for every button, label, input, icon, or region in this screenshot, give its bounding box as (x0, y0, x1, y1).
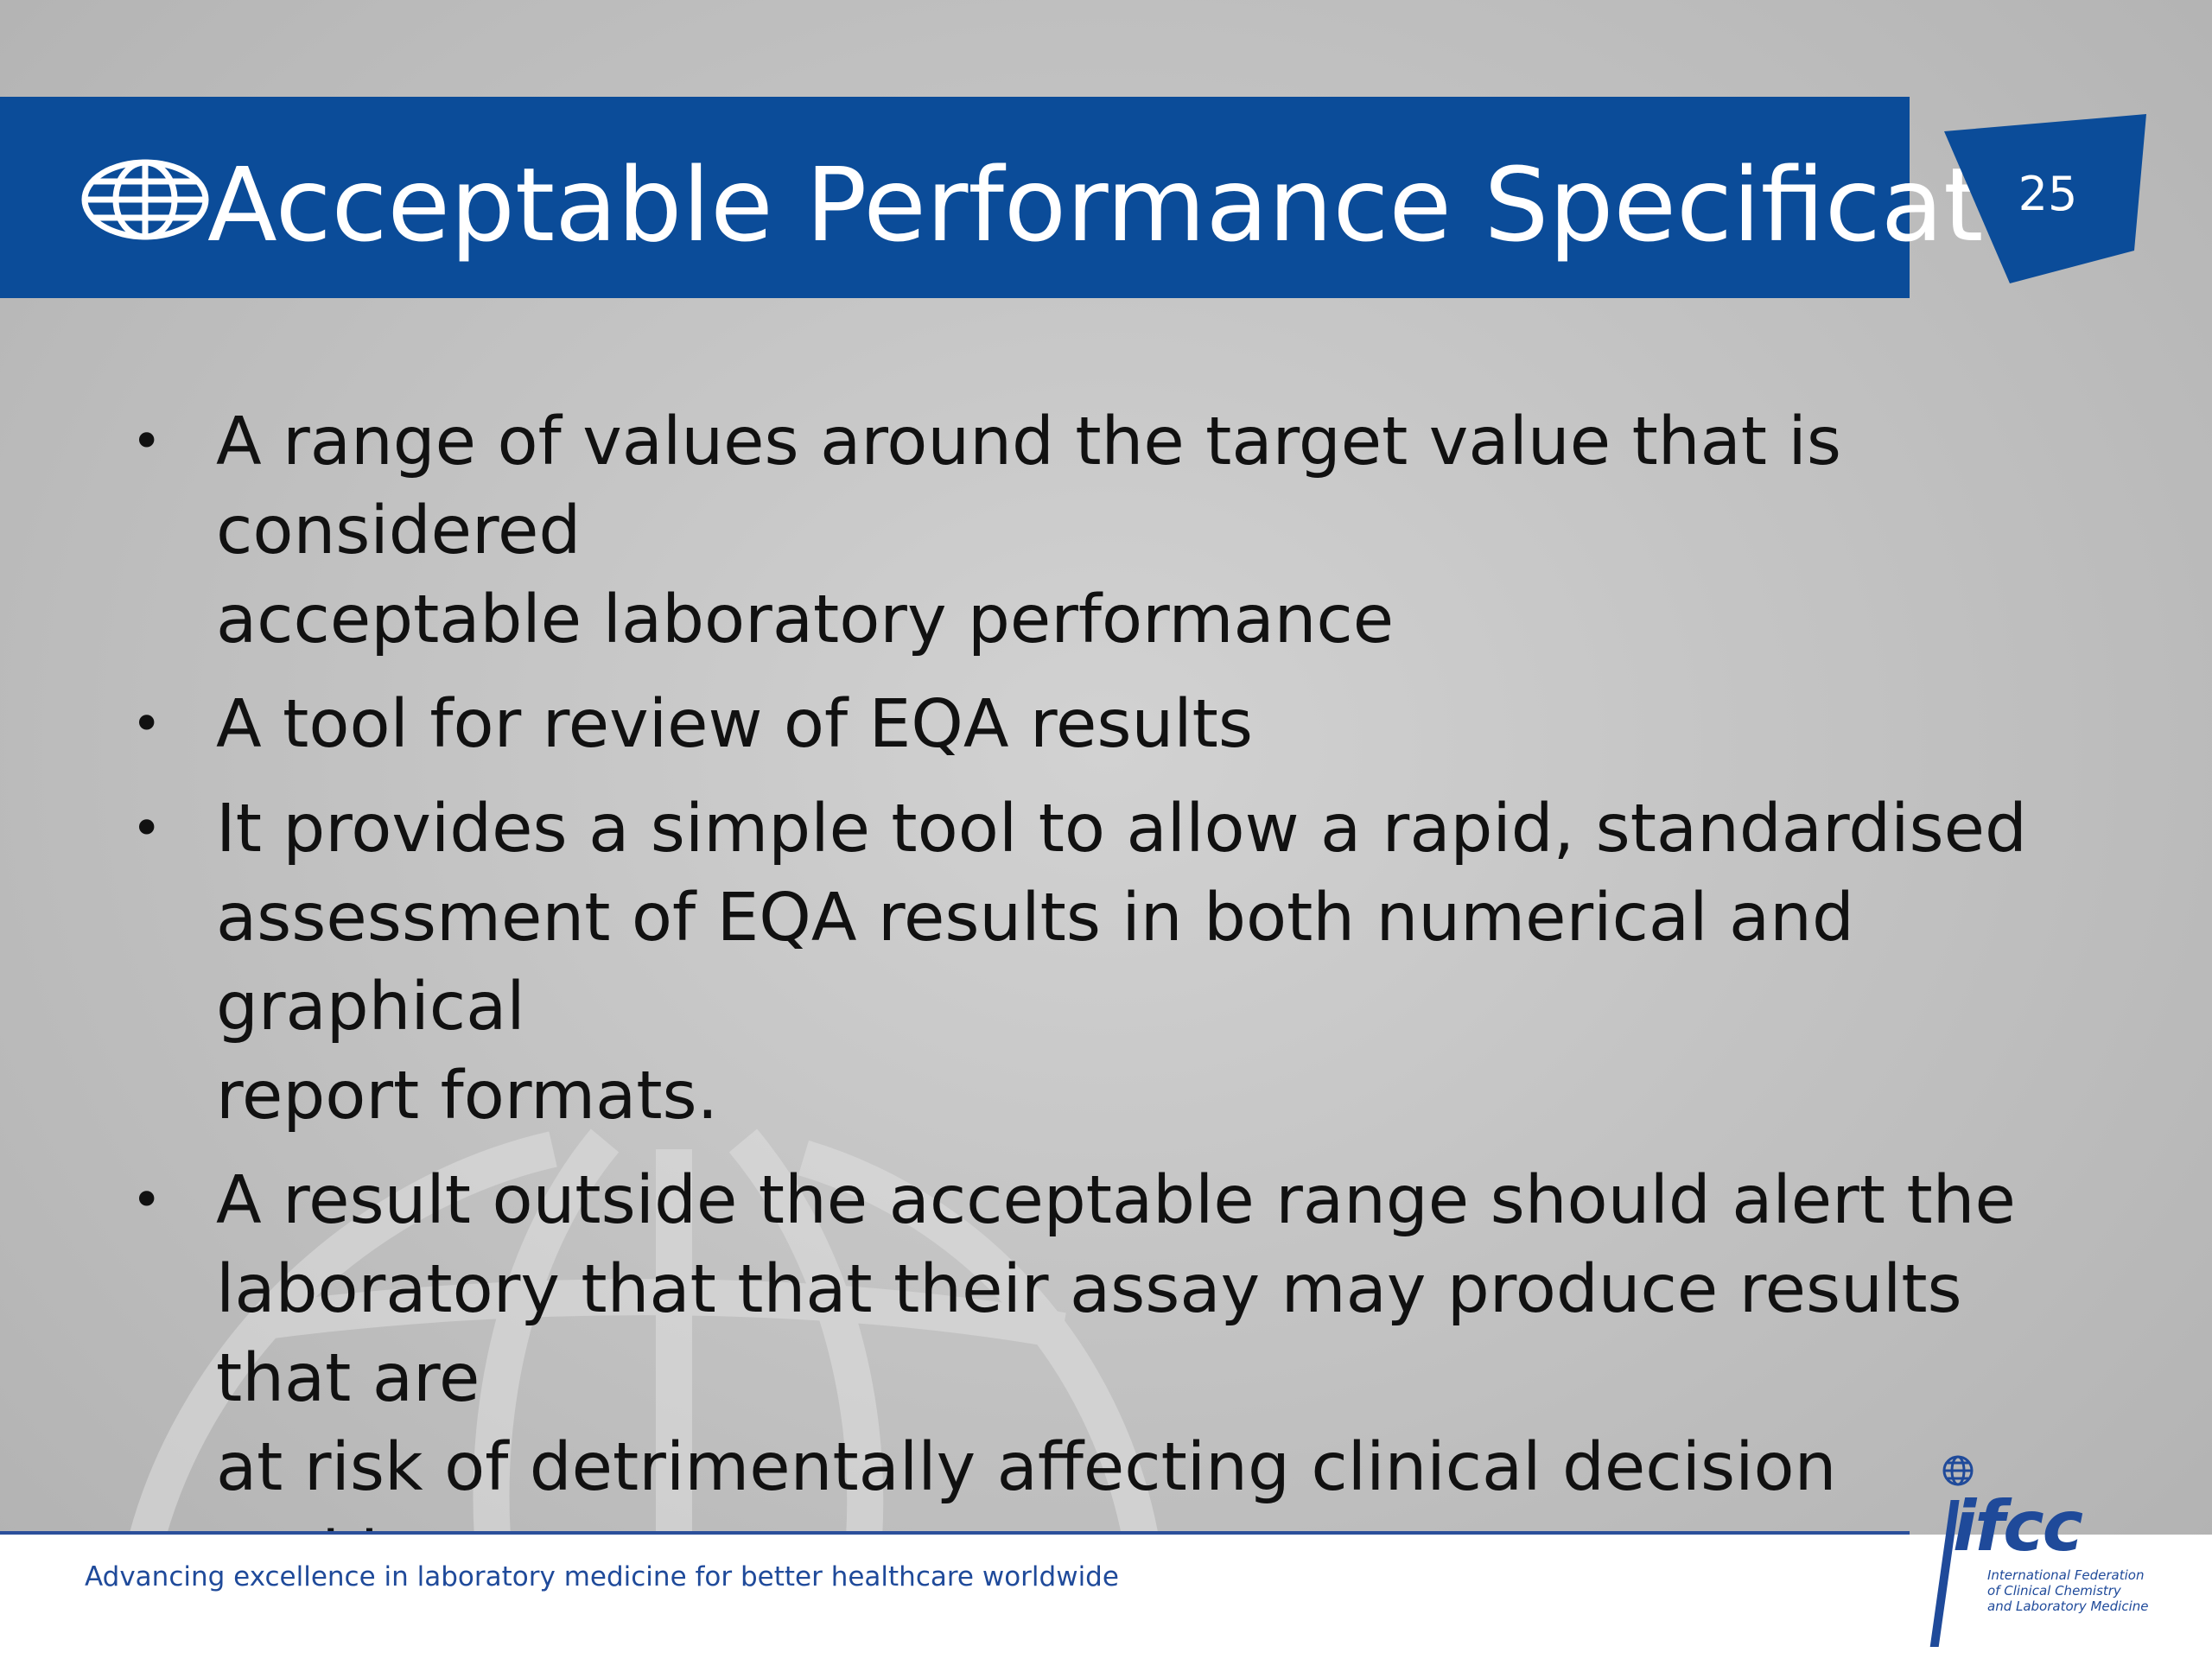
slide-title: Acceptable Performance Specification (207, 145, 2139, 264)
bullet-dot: • (131, 798, 162, 859)
footer (0, 1535, 2212, 1659)
bullet-line: report formats. (216, 1058, 719, 1135)
bullet-line: at risk of detrimentally affecting clini… (216, 1429, 1837, 1595)
bullet-list: • A range of values around the target va… (121, 397, 2056, 1617)
logo-line1: International Federation (1987, 1567, 2144, 1583)
globe-icon (81, 159, 209, 240)
bullet-line: A result outside the acceptable range sh… (216, 1162, 2016, 1239)
logo-line3: and Laboratory Medicine (1987, 1599, 2148, 1614)
bullet-item: • A range of values around the target va… (121, 397, 2056, 664)
bullet-line: acceptable laboratory performance (216, 582, 1395, 658)
page-number: 25 (2018, 167, 2078, 221)
logo-line2: of Clinical Chemistry (1987, 1583, 2122, 1599)
bullet-dot: • (131, 694, 162, 754)
bullet-line: A range of values around the target valu… (216, 404, 1841, 569)
bullet-line: laboratory that that their assay may pro… (216, 1251, 1962, 1417)
bullet-line: It provides a simple tool to allow a rap… (216, 791, 2027, 868)
page-number-badge (1944, 114, 2146, 283)
ifcc-logo: ifcc International Federation of Clinica… (1929, 1455, 2148, 1647)
bullet-dot: • (131, 1170, 162, 1230)
bullet-item: • A tool for review of EQA results (121, 680, 2056, 769)
bullet-line: assessment of EQA results in both numeri… (216, 880, 1854, 1046)
bullet-item: • A result outside the acceptable range … (121, 1156, 2056, 1601)
bullet-line: A tool for review of EQA results (216, 686, 1253, 763)
bullet-dot: • (131, 411, 162, 472)
logo-abbreviation: ifcc (1953, 1486, 2083, 1567)
title-bar (0, 97, 1910, 298)
footer-divider (0, 1531, 1910, 1535)
bullet-item: • It provides a simple tool to allow a r… (121, 785, 2056, 1141)
footer-tagline: Advancing excellence in laboratory medic… (85, 1561, 1119, 1592)
globe-icon (1942, 1455, 1974, 1486)
